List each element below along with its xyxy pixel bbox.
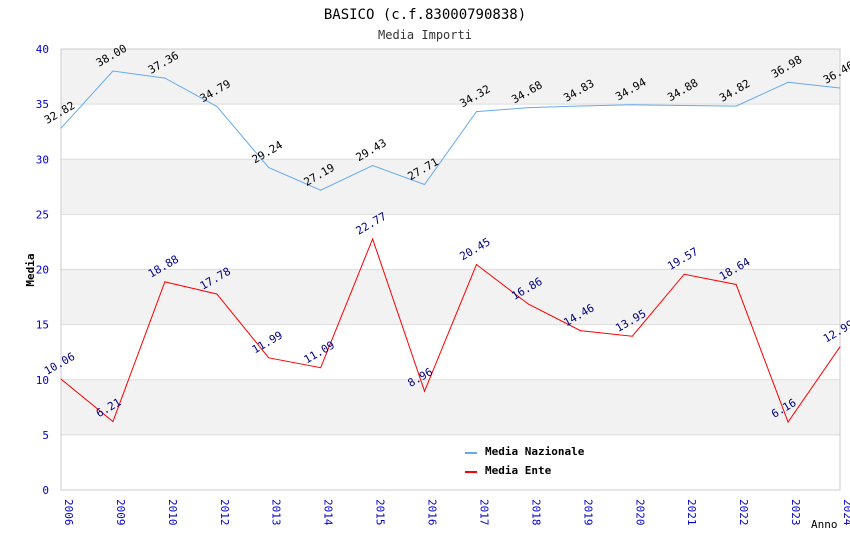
data-point xyxy=(527,107,529,109)
data-point xyxy=(424,183,426,185)
chart-subtitle: Media Importi xyxy=(378,28,472,42)
x-tick-label: 2016 xyxy=(426,499,439,526)
data-point xyxy=(372,238,374,240)
data-point xyxy=(735,283,737,285)
x-tick-label: 2006 xyxy=(62,499,75,526)
grid-band xyxy=(61,379,840,435)
x-tick-label: 2017 xyxy=(477,499,490,526)
x-tick-label: 2022 xyxy=(737,499,750,526)
data-point xyxy=(112,421,114,423)
x-tick-label: 2012 xyxy=(218,499,231,526)
x-tick-label: 2013 xyxy=(270,499,283,526)
chart-title: BASICO (c.f.83000790838) xyxy=(324,7,526,23)
data-point xyxy=(787,81,789,83)
y-tick-label: 20 xyxy=(36,264,49,277)
data-point xyxy=(475,264,477,266)
data-point xyxy=(475,111,477,113)
x-tick-label: 2015 xyxy=(374,499,387,526)
y-tick-label: 0 xyxy=(42,484,49,497)
grid-band xyxy=(61,269,840,325)
data-point xyxy=(372,165,374,167)
data-point xyxy=(527,303,529,305)
y-tick-label: 35 xyxy=(36,98,49,111)
y-tick-label: 5 xyxy=(42,429,49,442)
data-point xyxy=(164,77,166,79)
data-point xyxy=(216,293,218,295)
data-point xyxy=(164,281,166,283)
data-label: 11.99 xyxy=(250,329,285,357)
data-point xyxy=(579,105,581,107)
data-point xyxy=(735,105,737,107)
plot-border xyxy=(60,48,841,491)
x-tick-label: 2023 xyxy=(789,499,802,526)
data-point xyxy=(839,87,841,89)
x-tick-label: 2014 xyxy=(322,499,335,526)
data-point xyxy=(787,421,789,423)
x-tick-label: 2009 xyxy=(114,499,127,526)
grid-band xyxy=(61,159,840,215)
data-point xyxy=(839,346,841,348)
y-tick-label: 25 xyxy=(36,208,49,221)
data-point xyxy=(60,127,62,129)
y-tick-label: 10 xyxy=(36,374,49,387)
y-tick-label: 15 xyxy=(36,319,49,332)
x-tick-label: 2024 xyxy=(841,499,850,526)
data-point xyxy=(268,167,270,169)
data-point xyxy=(268,357,270,359)
legend-label-ente: Media Ente xyxy=(485,464,552,477)
data-label: 10.06 xyxy=(42,350,77,378)
data-label: 11.09 xyxy=(302,339,337,367)
data-point xyxy=(683,273,685,275)
data-point xyxy=(320,189,322,191)
legend: Media Nazionale Media Ente xyxy=(460,440,600,482)
x-tick-label: 2010 xyxy=(166,499,179,526)
data-point xyxy=(112,70,114,72)
x-axis-label: Anno xyxy=(811,518,838,531)
series-line-0 xyxy=(60,70,841,191)
y-tick-label: 30 xyxy=(36,153,49,166)
grid-band xyxy=(61,49,840,105)
y-tick-label: 40 xyxy=(36,43,49,56)
data-point xyxy=(216,105,218,107)
x-tick-label: 2019 xyxy=(581,499,594,526)
x-tick-label: 2018 xyxy=(529,499,542,526)
legend-label-nazionale: Media Nazionale xyxy=(485,445,585,458)
data-point xyxy=(424,390,426,392)
data-point xyxy=(579,330,581,332)
data-point xyxy=(60,378,62,380)
series-line-1 xyxy=(60,237,841,424)
data-point xyxy=(631,104,633,106)
x-tick-label: 2021 xyxy=(685,499,698,526)
data-point xyxy=(683,104,685,106)
y-axis-label: Media xyxy=(24,253,37,286)
data-point xyxy=(631,335,633,337)
x-tick-label: 2020 xyxy=(633,499,646,526)
data-point xyxy=(320,367,322,369)
data-label: 20.45 xyxy=(457,235,492,263)
data-label: 19.57 xyxy=(665,245,700,273)
